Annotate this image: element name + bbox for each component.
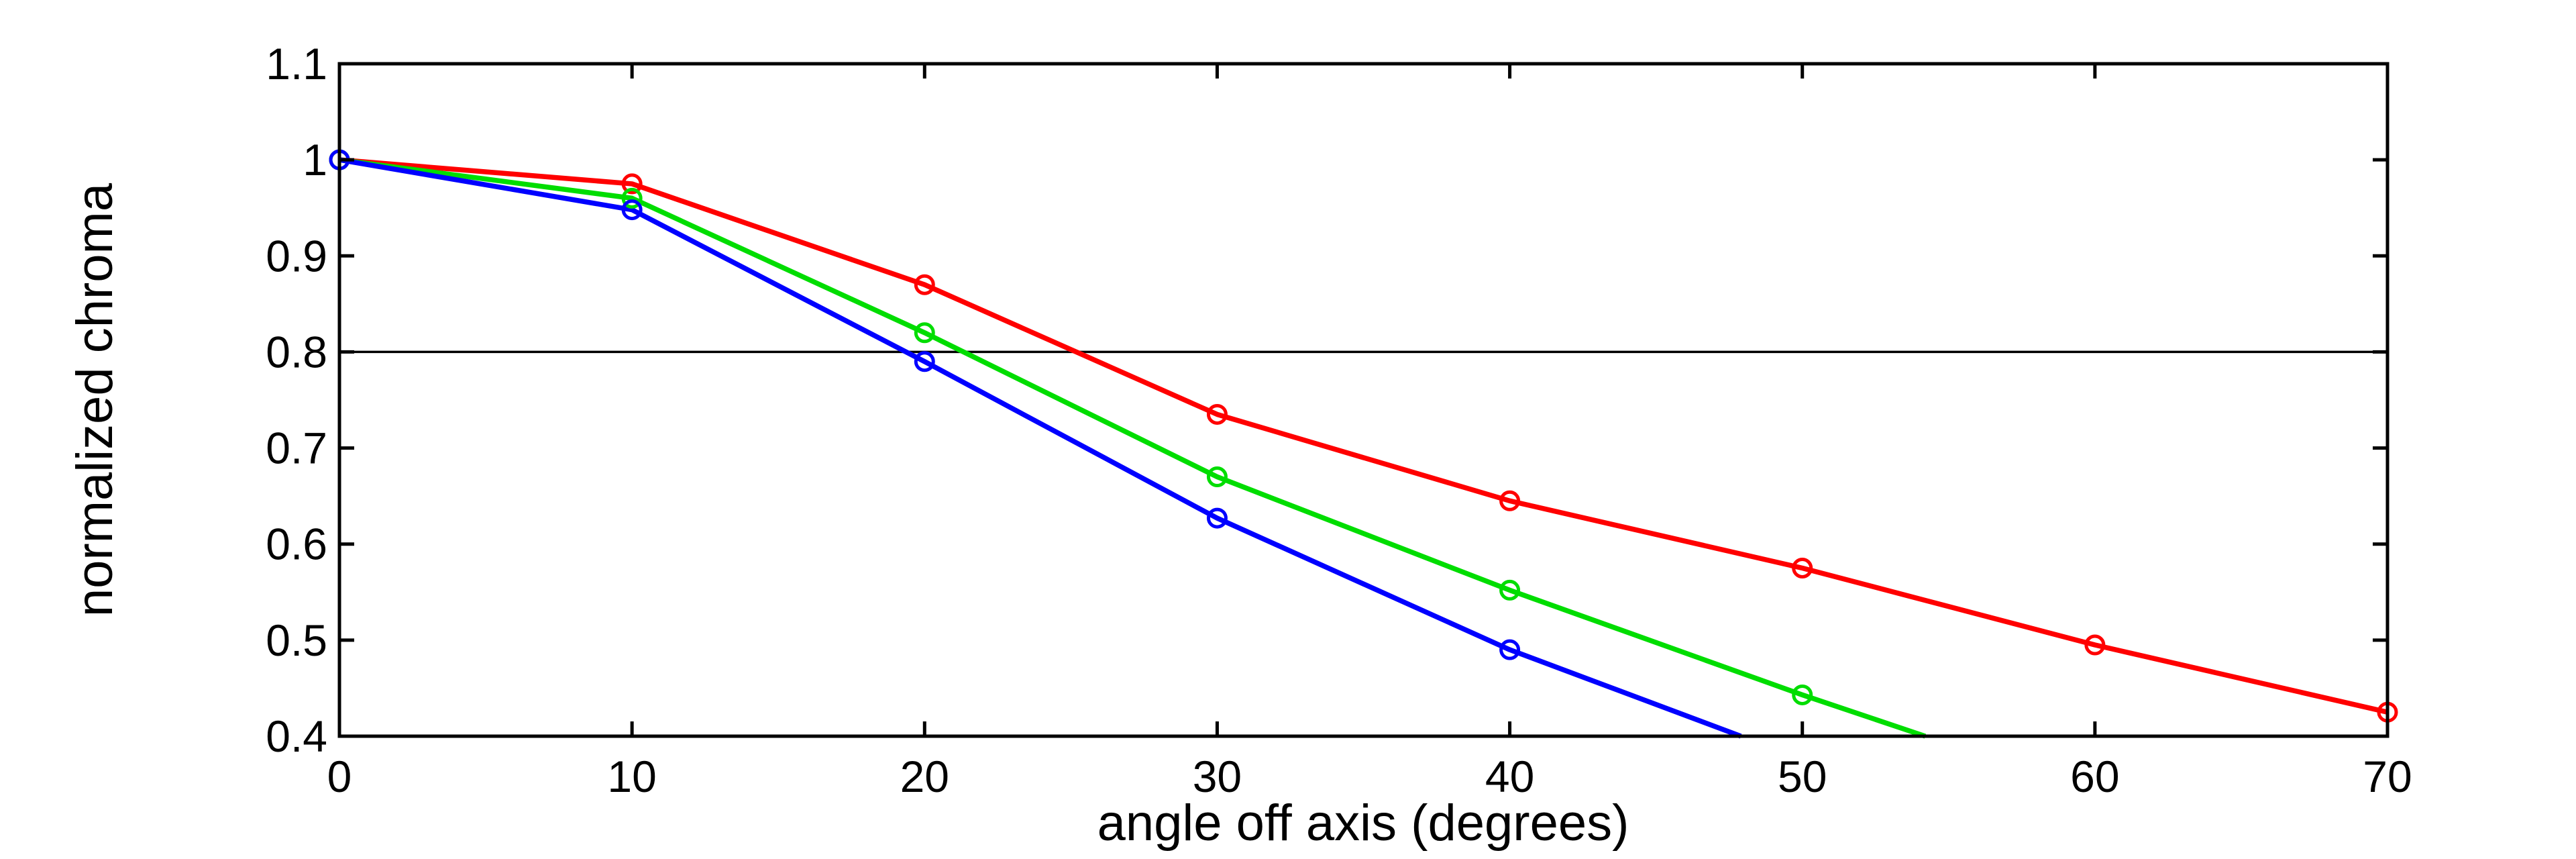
- series-blue-line: [339, 157, 1742, 739]
- plot-frame: [337, 62, 2390, 738]
- y-tick-label: 0.9: [266, 231, 327, 281]
- x-tick-label: 30: [1193, 752, 1242, 801]
- series-blue-marker: [914, 351, 935, 372]
- x-tick-label: 50: [1778, 752, 1827, 801]
- y-tick-label: 0.8: [266, 327, 327, 376]
- series-red-marker: [621, 173, 643, 195]
- series-red-marker: [1206, 403, 1228, 425]
- y-tick-label: 1.1: [266, 39, 327, 89]
- series-green-marker: [1792, 684, 1813, 705]
- series-red-marker: [914, 274, 935, 295]
- series-green-marker: [621, 187, 643, 209]
- series-blue-marker: [1206, 507, 1228, 529]
- series-red-line: [339, 157, 2388, 715]
- series-red-marker: [1499, 490, 1521, 511]
- x-axis-label: angle off axis (degrees): [1097, 795, 1629, 852]
- series-red-marker: [2084, 634, 2106, 656]
- x-tick-label: 40: [1485, 752, 1534, 801]
- series-green-line: [339, 157, 1927, 739]
- y-axis-label: normalized chroma: [66, 183, 123, 617]
- y-tick-label: 0.5: [266, 615, 327, 665]
- series-green-marker: [1499, 579, 1521, 601]
- series-blue-marker: [1499, 639, 1521, 660]
- y-tick-label: 0.7: [266, 423, 327, 473]
- y-tick-label: 0.6: [266, 519, 327, 569]
- series-red-marker: [1792, 558, 1813, 578]
- x-tick-label: 10: [607, 752, 656, 801]
- y-tick-label: 1: [303, 135, 327, 185]
- x-tick-label: 0: [327, 752, 352, 801]
- series-blue-marker: [621, 199, 643, 221]
- y-tick-label: 0.4: [266, 711, 327, 761]
- series-green-marker: [914, 322, 935, 344]
- x-tick-label: 20: [900, 752, 949, 801]
- x-tick-label: 60: [2070, 752, 2119, 801]
- series-green-marker: [1206, 466, 1228, 488]
- x-tick-label: 70: [2363, 752, 2412, 801]
